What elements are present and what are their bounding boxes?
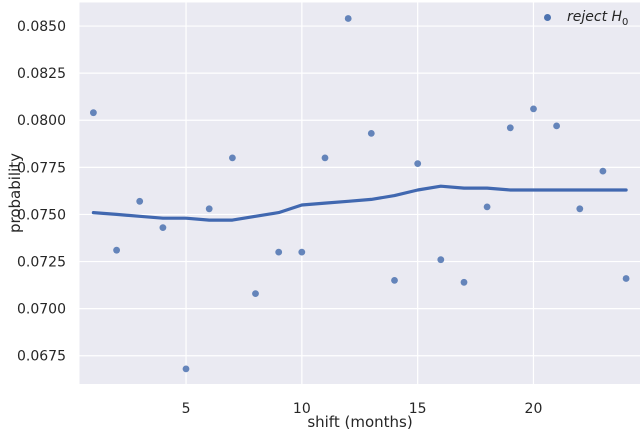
scatter-point bbox=[113, 246, 120, 254]
scatter-point bbox=[136, 197, 144, 205]
y-tick-label: 0.0800 bbox=[17, 113, 66, 129]
y-axis-label: probability bbox=[6, 152, 24, 234]
legend-label: reject H0 bbox=[567, 9, 629, 28]
scatter-point bbox=[391, 277, 398, 284]
scatter-point bbox=[506, 124, 514, 132]
x-axis-label: shift (months) bbox=[307, 413, 413, 431]
scatter-point bbox=[414, 160, 422, 168]
scatter-point bbox=[460, 278, 468, 286]
scatter-point bbox=[321, 154, 329, 162]
scatter-point bbox=[275, 248, 283, 256]
y-tick-label: 0.0775 bbox=[17, 160, 66, 176]
scatter-point bbox=[252, 290, 259, 297]
scatter-point bbox=[229, 154, 236, 162]
scatter-point bbox=[90, 109, 97, 117]
scatter-point bbox=[159, 224, 167, 232]
scatter-point bbox=[344, 15, 352, 22]
y-tick-label: 0.0825 bbox=[17, 66, 66, 82]
scatter-point bbox=[483, 203, 491, 211]
scatter-point bbox=[599, 167, 607, 175]
x-tick-label: 10 bbox=[293, 401, 311, 417]
y-tick-label: 0.0750 bbox=[17, 207, 66, 223]
legend-marker-icon bbox=[544, 13, 551, 21]
scatter-point bbox=[553, 122, 560, 130]
y-tick-label: 0.0700 bbox=[17, 302, 66, 318]
trend-line bbox=[91, 184, 628, 222]
y-tick-label: 0.0725 bbox=[17, 255, 66, 271]
scatter-point bbox=[437, 256, 445, 264]
x-tick-label: 15 bbox=[409, 401, 427, 417]
scatter-point bbox=[576, 205, 584, 213]
scatter-point bbox=[530, 105, 537, 113]
scatter-point bbox=[622, 275, 630, 282]
x-tick-label: 5 bbox=[182, 401, 191, 417]
x-tick-label: 20 bbox=[525, 401, 543, 417]
scatter-point bbox=[367, 130, 375, 137]
scatter-point bbox=[182, 365, 190, 373]
scatter-point bbox=[205, 205, 213, 213]
plot-background bbox=[79, 2, 640, 384]
y-tick-label: 0.0850 bbox=[17, 19, 66, 35]
y-tick-label: 0.0675 bbox=[17, 349, 66, 365]
scatter-point bbox=[298, 248, 306, 256]
legend: reject H0 bbox=[544, 9, 629, 28]
